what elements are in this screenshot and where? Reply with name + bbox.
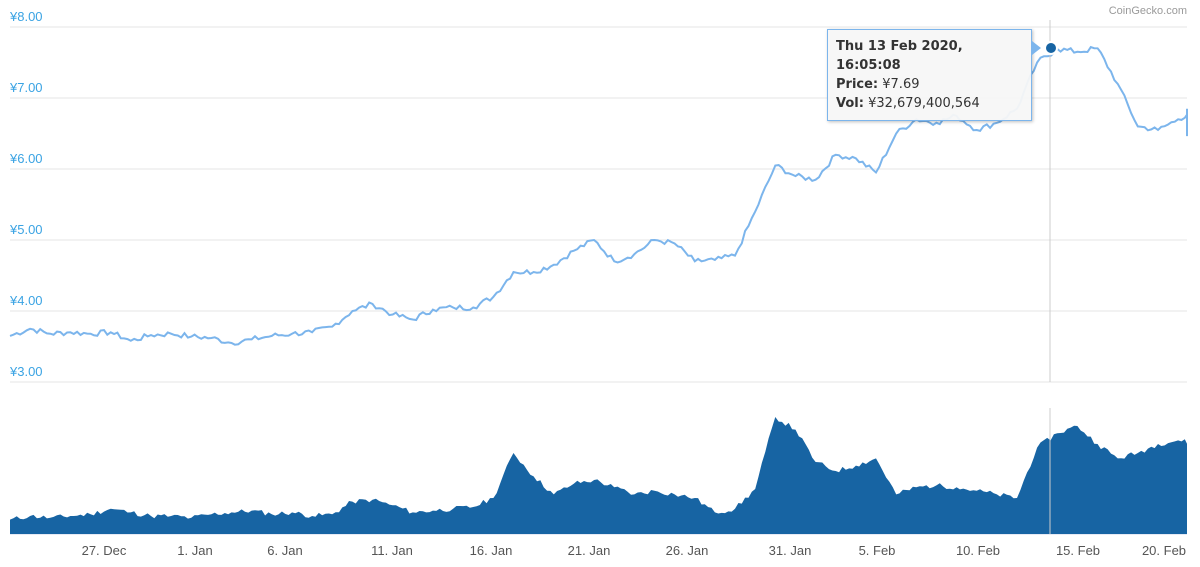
y-tick-label: ¥8.00 xyxy=(9,9,43,24)
credit-label[interactable]: CoinGecko.com xyxy=(1109,5,1187,17)
x-tick-label: 5. Feb xyxy=(859,543,896,558)
y-tick-label: ¥7.00 xyxy=(9,80,43,95)
price-series-line[interactable] xyxy=(9,45,1188,346)
x-tick-label: 10. Feb xyxy=(956,543,1000,558)
x-tick-label: 1. Jan xyxy=(177,543,212,558)
tooltip: Thu 13 Feb 2020, 16:05:08 Price: ¥7.69 V… xyxy=(827,29,1032,121)
x-tick-label: 27. Dec xyxy=(82,543,127,558)
x-axis-labels: 27. Dec 1. Jan 6. Jan 11. Jan 16. Jan 21. Jan… xyxy=(82,543,1186,558)
price-line xyxy=(9,45,1188,346)
x-tick-label: 31. Jan xyxy=(769,543,812,558)
x-tick-label: 26. Jan xyxy=(666,543,709,558)
y-tick-label: ¥6.00 xyxy=(9,151,43,166)
y-axis-labels: ¥3.00 ¥4.00 ¥5.00 ¥6.00 ¥7.00 ¥8.00 xyxy=(9,9,43,379)
tooltip-price-label: Price: xyxy=(836,77,879,92)
x-tick-label: 20. Feb xyxy=(1142,543,1186,558)
tooltip-vol-value: ¥32,679,400,564 xyxy=(868,96,980,111)
y-tick-label: ¥3.00 xyxy=(9,364,43,379)
tooltip-price-row: Price: ¥7.69 xyxy=(836,75,1023,94)
tooltip-price-value: ¥7.69 xyxy=(882,77,920,92)
x-tick-label: 6. Jan xyxy=(267,543,302,558)
tooltip-vol-label: Vol: xyxy=(836,96,864,111)
volume-series-area[interactable] xyxy=(10,417,1187,534)
x-tick-label: 15. Feb xyxy=(1056,543,1100,558)
x-tick-label: 16. Jan xyxy=(470,543,513,558)
tooltip-vol-row: Vol: ¥32,679,400,564 xyxy=(836,94,1023,113)
x-tick-label: 21. Jan xyxy=(568,543,611,558)
x-tick-label: 11. Jan xyxy=(371,543,413,558)
y-tick-label: ¥5.00 xyxy=(9,222,43,237)
tooltip-pointer xyxy=(1032,41,1041,55)
hover-marker[interactable] xyxy=(1044,41,1058,55)
tooltip-date: Thu 13 Feb 2020, 16:05:08 xyxy=(836,39,963,73)
y-tick-label: ¥4.00 xyxy=(9,293,43,308)
volume-area xyxy=(10,417,1187,534)
